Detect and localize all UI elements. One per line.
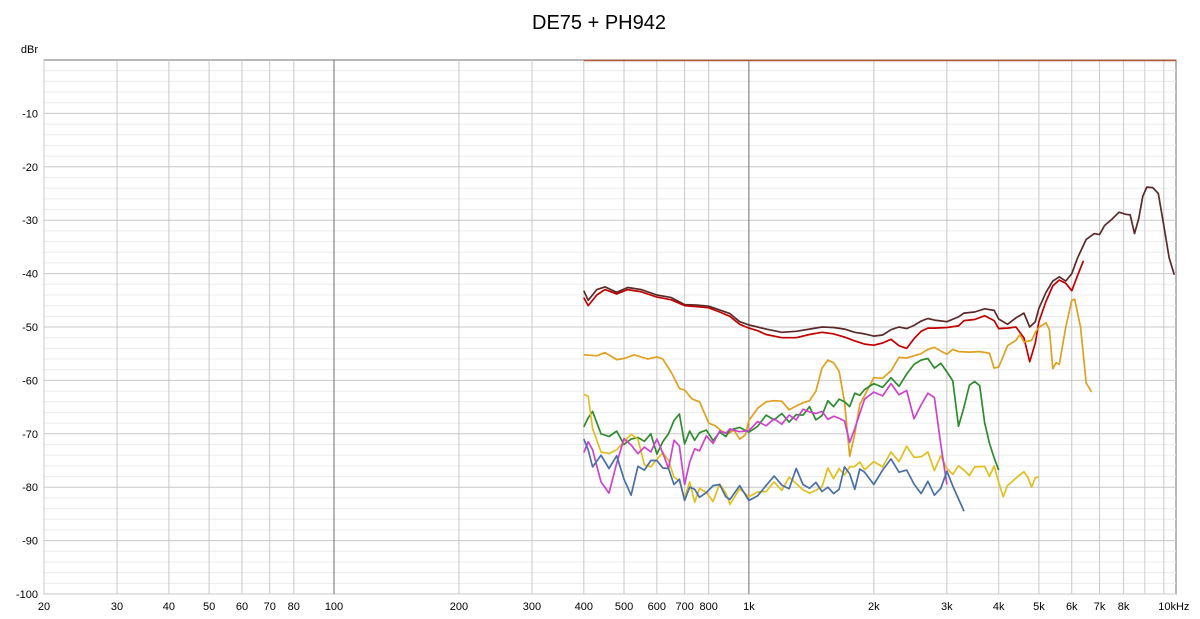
major-grid [43, 59, 1176, 595]
x-tick-label: 400 [575, 601, 593, 613]
x-tick-label: 100 [325, 601, 343, 613]
x-tick-label: 2k [868, 601, 880, 613]
x-tick-label: 3k [941, 601, 953, 613]
y-tick-label: -80 [22, 482, 38, 494]
x-tick-label: 300 [523, 601, 541, 613]
x-tick-label: 40 [163, 601, 175, 613]
x-tick-label: 500 [615, 601, 633, 613]
y-axis-ticks: -10 -20 -30 -40 -50 -60 -70 -80 -90 -100 [16, 108, 38, 601]
x-tick-label: 600 [648, 601, 666, 613]
series-line-2 [583, 260, 1085, 363]
y-tick-label: -100 [16, 589, 38, 601]
y-tick-label: -30 [22, 215, 38, 227]
y-axis-unit: dBr [21, 44, 38, 56]
x-tick-label: 1k [743, 601, 755, 613]
chart-title: DE75 + PH942 [532, 12, 666, 34]
x-tick-label: 6k [1066, 601, 1078, 613]
x-tick-label: 10kHz [1158, 601, 1189, 613]
series-line-7 [583, 438, 965, 512]
y-tick-label: -40 [22, 269, 38, 281]
x-tick-label: 70 [264, 601, 276, 613]
y-tick-label: -60 [22, 375, 38, 387]
x-tick-label: 50 [203, 601, 215, 613]
x-axis-ticks: 20 30 40 50 60 70 80 100 200 300 400 500 600 700 800 1k… [38, 601, 1190, 613]
x-tick-label: 7k [1094, 601, 1106, 613]
y-tick-label: -90 [22, 536, 38, 548]
x-tick-label: 80 [288, 601, 300, 613]
y-tick-label: -50 [22, 322, 38, 334]
series-layer [583, 186, 1176, 512]
y-tick-label: -20 [22, 162, 38, 174]
x-tick-label: 200 [450, 601, 468, 613]
x-tick-label: 8k [1118, 601, 1130, 613]
x-tick-label: 800 [700, 601, 718, 613]
y-tick-label: -70 [22, 429, 38, 441]
x-tick-label: 60 [236, 601, 248, 613]
x-tick-label: 5k [1033, 601, 1045, 613]
series-line-6 [583, 382, 948, 494]
series-line-1 [583, 186, 1176, 337]
x-tick-label: 700 [675, 601, 693, 613]
x-tick-label: 20 [38, 601, 50, 613]
y-tick-label: -10 [22, 108, 38, 120]
x-tick-label: 30 [111, 601, 123, 613]
x-tick-label: 4k [993, 601, 1005, 613]
